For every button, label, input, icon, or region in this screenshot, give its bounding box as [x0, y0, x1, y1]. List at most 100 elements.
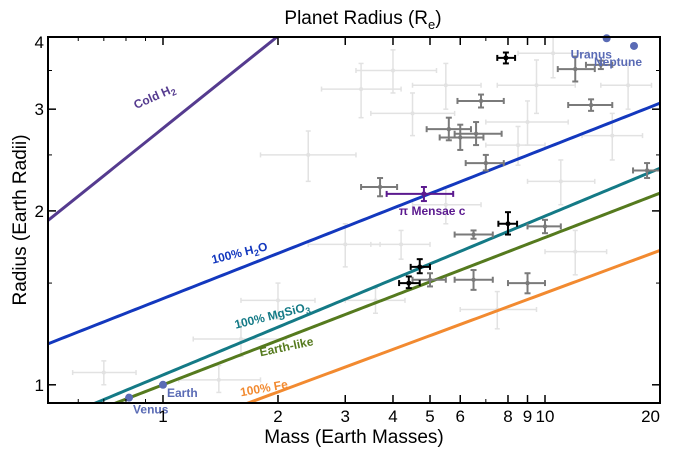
solar-system-planet: Neptune [594, 41, 642, 69]
dark-gray-point [425, 116, 472, 142]
curve-label-subscript: 3 [304, 305, 311, 316]
axis-ticks-layer: 1 2 3 4 5 6 8 9 10 20 1 2 3 4 [35, 33, 661, 426]
data-point-marker [443, 83, 448, 88]
highlight-planet-label: π Mensae c [399, 204, 466, 218]
light-gray-point [355, 49, 438, 94]
light-gray-point [600, 62, 653, 110]
light-gray-point [71, 360, 137, 386]
light-gray-point [517, 37, 590, 79]
dark-gray-point [556, 55, 596, 83]
black-points-layer [398, 51, 519, 290]
x-tick-label: 5 [425, 407, 434, 426]
light-gray-point [411, 62, 482, 110]
x-tick-label: 9 [523, 407, 532, 426]
data-point-marker [471, 232, 476, 237]
y-tick-label: 3 [35, 100, 44, 119]
data-point-marker [525, 120, 530, 125]
y-tick-label: 4 [35, 33, 44, 52]
data-point-marker [473, 131, 479, 136]
composition-curve [243, 249, 660, 403]
data-point-marker [238, 337, 243, 342]
light-gray-point [320, 62, 402, 119]
curve-label-main: 100% MgSiO [233, 301, 306, 332]
light-gray-point [526, 159, 596, 206]
composition-curve [91, 166, 660, 403]
x-tick-label: 1 [158, 407, 167, 426]
solar-system-planet: Earth [158, 380, 198, 400]
planet-label: Venus [133, 403, 169, 417]
composition-curves-layer [48, 37, 660, 403]
x-tick-label: 4 [388, 407, 397, 426]
planet-label: Earth [167, 386, 198, 400]
data-point-marker [399, 242, 404, 247]
data-point-marker [443, 202, 448, 207]
planet-marker [602, 34, 611, 43]
y-tick-label: 1 [35, 376, 44, 395]
light-gray-points-layer [71, 37, 653, 394]
dark-gray-point [453, 269, 494, 291]
data-point-marker [471, 277, 476, 282]
dark-gray-point [411, 272, 447, 288]
data-point-marker [446, 126, 452, 132]
data-point-marker [343, 242, 348, 247]
x-tick-label: 10 [536, 407, 555, 426]
light-gray-point [411, 186, 482, 225]
x-tick-label: 6 [456, 407, 465, 426]
composition-curve [48, 37, 280, 222]
planet-marker [158, 380, 167, 389]
light-gray-point [544, 229, 608, 276]
data-point-marker [503, 55, 509, 61]
chart-title-main: Planet Radius (R [284, 8, 428, 29]
chart-title-sub: e [428, 17, 435, 32]
planet-marker [125, 393, 134, 402]
curve-label-subscript: 2 [253, 247, 260, 258]
y-axis-title: Radius (Earth Radii) [10, 134, 31, 305]
data-point-marker [458, 135, 463, 140]
data-point-marker [598, 62, 604, 68]
dark-gray-point [584, 59, 614, 71]
curve-label-tail: O [256, 239, 268, 255]
dark-gray-point [464, 153, 505, 172]
light-gray-point [259, 130, 357, 183]
y-tick-label: 2 [35, 202, 44, 221]
dark-gray-point [456, 93, 505, 109]
data-point-marker [542, 224, 548, 229]
dark-gray-point [453, 229, 494, 240]
light-gray-point [485, 100, 569, 146]
data-point-marker [610, 133, 615, 138]
data-point-marker [410, 111, 415, 116]
data-point-marker [573, 249, 578, 254]
black-point [496, 51, 517, 65]
x-axis-title: Mass (Earth Masses) [264, 427, 443, 448]
planet-marker [630, 41, 639, 50]
x-tick-label: 20 [641, 407, 660, 426]
dark-gray-point [526, 218, 562, 235]
dark-gray-point [567, 98, 614, 112]
data-point-marker [421, 191, 427, 197]
curve-label-main: 100% H [210, 243, 255, 267]
data-point-marker [275, 298, 280, 303]
data-point-marker [417, 264, 423, 270]
data-point-marker [516, 143, 521, 148]
planet-label: Neptune [594, 55, 642, 69]
highlight-planet [385, 185, 455, 203]
chart-title: Planet Radius (Re) [284, 8, 441, 32]
plot-frame [47, 36, 661, 404]
data-point-marker [359, 87, 364, 92]
dark-gray-point [453, 121, 503, 147]
light-gray-point [485, 125, 546, 166]
planet-label: Uranus [571, 47, 613, 61]
data-point-marker [483, 160, 489, 166]
x-tick-label: 8 [503, 407, 512, 426]
data-point-marker [525, 280, 530, 286]
data-point-marker [558, 179, 563, 184]
light-gray-point [240, 282, 316, 320]
data-point-marker [626, 83, 631, 88]
light-gray-point [307, 223, 381, 268]
data-point-marker [427, 277, 433, 282]
dark-gray-point [360, 177, 399, 198]
dark-gray-point [438, 123, 485, 151]
